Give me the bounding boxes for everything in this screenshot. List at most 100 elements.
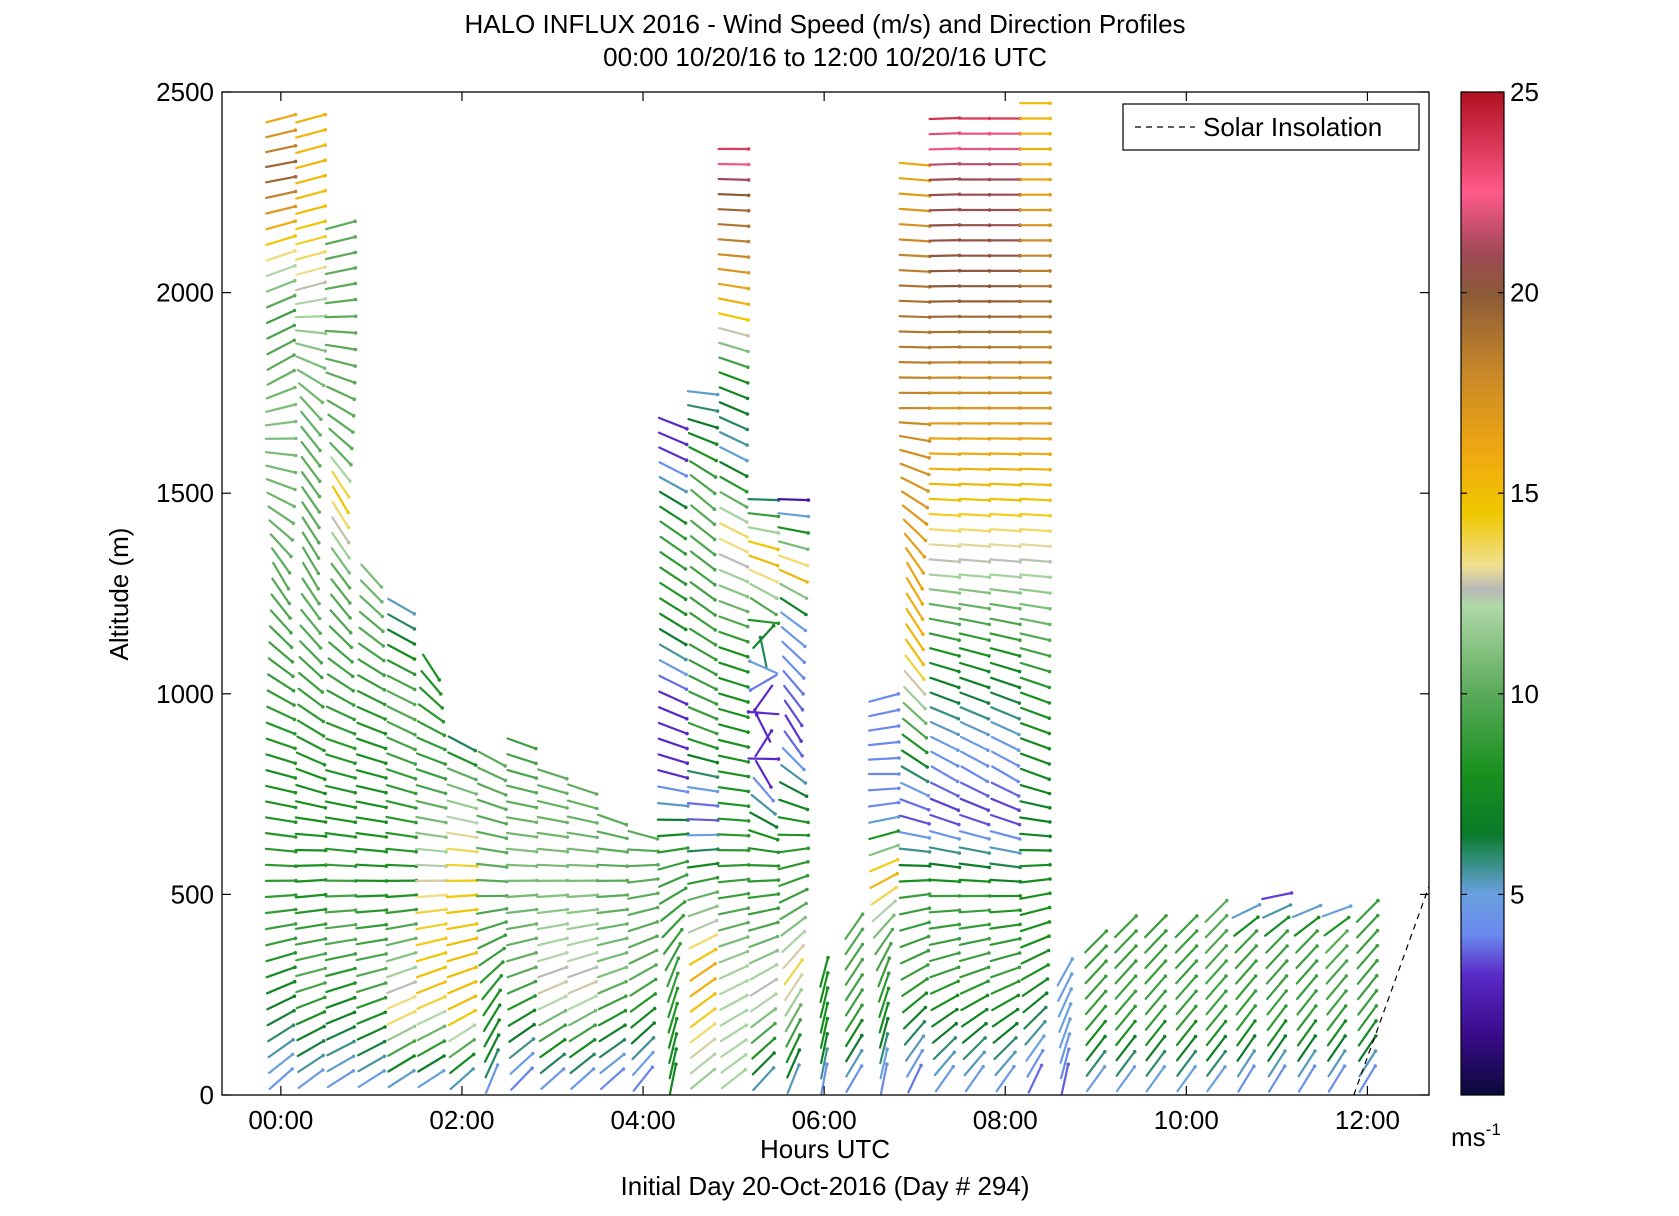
wind-vector-shaft [1085, 1065, 1106, 1093]
wind-vector [295, 250, 328, 261]
wind-vector-head [805, 580, 809, 584]
wind-vector [1018, 299, 1052, 304]
wind-vector-head [1163, 989, 1167, 994]
wind-vector-head [987, 654, 991, 658]
wind-vector-shaft [596, 813, 628, 826]
wind-vector-head [681, 913, 686, 918]
wind-vector-shaft [719, 994, 748, 1012]
wind-vector-shaft [628, 949, 658, 965]
wind-vector-shaft [356, 981, 387, 994]
wind-vector-shaft [990, 750, 1020, 768]
wind-vector-head [622, 1038, 627, 1042]
wind-vector-head [383, 746, 388, 751]
wind-vector-shaft [385, 799, 417, 810]
wind-vector-head [534, 776, 538, 780]
wind-vector-shaft [1018, 482, 1052, 487]
wind-vector-shaft [295, 355, 326, 370]
wind-vector-shaft [905, 1049, 924, 1078]
wind-vector-head [323, 189, 328, 193]
wind-vector [686, 801, 720, 808]
wind-vector-head [353, 820, 358, 824]
wind-vector-head [685, 790, 690, 794]
wind-vector-head [860, 988, 864, 992]
wind-vector-shaft [899, 935, 930, 949]
wind-vector [356, 981, 388, 994]
wind-vector [899, 781, 931, 798]
wind-vector-shaft [898, 878, 931, 883]
wind-vector [667, 1016, 679, 1049]
wind-vector [1204, 944, 1229, 970]
wind-vector [387, 1054, 416, 1073]
wind-vector-head [1048, 162, 1052, 166]
wind-vector-shaft [750, 1007, 777, 1029]
wind-vector [266, 689, 296, 707]
wind-vector [536, 907, 570, 915]
wind-vector [1057, 972, 1074, 1003]
wind-vector-head [625, 836, 629, 841]
wind-vector-shaft [415, 922, 447, 931]
wind-vector-shaft [1022, 992, 1048, 1014]
wind-vector-head [684, 702, 689, 706]
wind-vector-shaft [689, 992, 717, 1013]
wind-vector-head [318, 646, 323, 650]
wind-vector-shaft [783, 684, 804, 711]
wind-vector-head [746, 819, 751, 823]
wind-vector-shaft [265, 478, 296, 491]
wind-vector [566, 831, 599, 840]
wind-vector [749, 597, 778, 617]
wind-vector-head [745, 550, 749, 554]
wind-vector-shaft [505, 816, 538, 824]
wind-vector [1019, 676, 1052, 690]
wind-vector-head [887, 971, 891, 976]
wind-vector [686, 785, 720, 794]
wind-vector [326, 399, 356, 418]
wind-vector-head [683, 627, 688, 632]
wind-vector-shaft [299, 640, 323, 664]
wind-vector-head [1048, 147, 1052, 151]
wind-vector-shaft [1114, 990, 1137, 1016]
wind-vector-head [444, 936, 448, 941]
wind-vector-head [713, 613, 717, 617]
wind-vector [1327, 1034, 1347, 1062]
wind-vector-head [443, 762, 448, 766]
wind-vector-head [413, 777, 418, 781]
wind-vector [783, 699, 804, 728]
colorbar-unit: ms-1 [1451, 1120, 1501, 1152]
wind-vector [295, 800, 328, 810]
wind-vector-head [1048, 223, 1052, 227]
wind-vector-shaft [476, 814, 508, 825]
wind-vector [360, 563, 384, 589]
wind-vector-shaft [657, 785, 689, 794]
wind-vector [717, 877, 751, 884]
wind-vector-head [957, 560, 962, 564]
wind-vector-head [293, 732, 297, 736]
wind-vector-shaft [719, 446, 749, 462]
wind-vector-shaft [295, 189, 327, 200]
wind-vector [264, 893, 298, 899]
wind-vector [928, 558, 962, 564]
wind-vector-shaft [820, 1063, 829, 1095]
wind-vector-shaft [659, 505, 687, 525]
wind-vector [1295, 974, 1319, 1001]
wind-vector-head [1375, 943, 1380, 948]
wind-vector [447, 994, 478, 1011]
wind-vector [295, 951, 328, 962]
wind-vector-shaft [357, 674, 386, 692]
wind-vector-shaft [415, 966, 447, 979]
wind-vector-head [292, 353, 296, 357]
wind-vector-shaft [475, 878, 508, 883]
wind-vector-head [860, 1018, 864, 1023]
wind-vector [1114, 974, 1138, 1000]
wind-vector-head [1070, 957, 1075, 961]
wind-vector [960, 750, 990, 768]
wind-vector [265, 936, 298, 947]
wind-vector-shaft [266, 491, 296, 508]
wind-vector-shaft [568, 1009, 597, 1027]
wind-vector-head [623, 1008, 628, 1013]
wind-vector-head [952, 1050, 957, 1055]
wind-vector-head [444, 806, 448, 810]
wind-vector [717, 891, 751, 900]
wind-vector-shaft [657, 416, 689, 430]
wind-vector-head [746, 745, 750, 749]
wind-vector-head [712, 537, 717, 542]
